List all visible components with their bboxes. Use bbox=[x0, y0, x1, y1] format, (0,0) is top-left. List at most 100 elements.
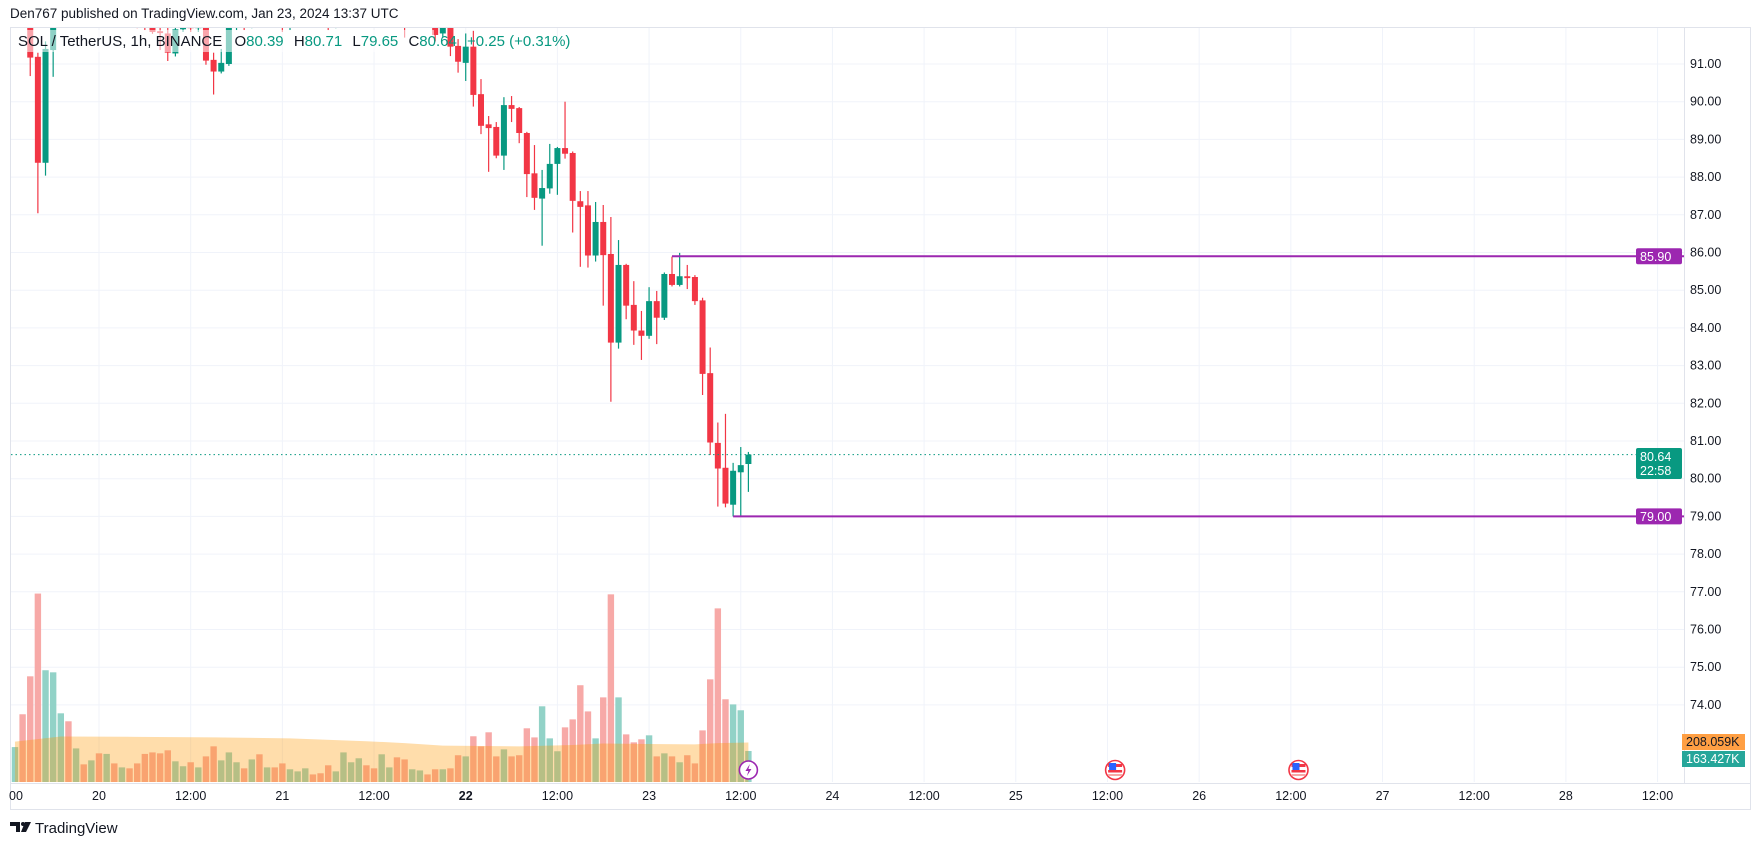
candle-body bbox=[707, 373, 714, 443]
candle bbox=[417, 0, 423, 15]
flag-canton bbox=[1292, 763, 1300, 770]
candle bbox=[516, 106, 523, 144]
time-axis-label: 12:00 bbox=[908, 789, 939, 803]
time-axis-label: 26 bbox=[1192, 789, 1206, 803]
svg-text:79.00: 79.00 bbox=[1640, 510, 1671, 524]
volume-bar bbox=[393, 757, 401, 782]
candle-body bbox=[12, 0, 18, 4]
lightning-icon bbox=[738, 760, 759, 780]
time-axis-label: 20 bbox=[92, 789, 106, 803]
line-low-tag: 79.00 bbox=[1636, 508, 1682, 525]
candlestick-series bbox=[12, 0, 752, 517]
volume-bar bbox=[317, 773, 324, 782]
time-axis-label: 12:00 bbox=[725, 789, 756, 803]
volume-bar bbox=[149, 752, 156, 782]
candle-body bbox=[455, 45, 462, 62]
volume-bar bbox=[218, 760, 225, 782]
horizontal-lines[interactable] bbox=[11, 255, 1684, 518]
candle-body bbox=[646, 301, 653, 336]
candle bbox=[607, 217, 614, 402]
volume-bar bbox=[187, 762, 194, 782]
volume-bar bbox=[431, 769, 439, 782]
price-axis-label: 81.00 bbox=[1690, 434, 1721, 448]
volume-bar bbox=[42, 670, 49, 782]
candle bbox=[500, 97, 507, 170]
volume-bar bbox=[332, 771, 340, 782]
candle bbox=[394, 0, 400, 4]
volume-bar bbox=[309, 774, 317, 782]
last-price-tag: 80.64 22:58 bbox=[1636, 448, 1682, 479]
time-axis-label: 21 bbox=[275, 789, 289, 803]
candle bbox=[562, 101, 569, 159]
candle-body bbox=[508, 105, 515, 109]
candle bbox=[569, 151, 576, 233]
candle-body bbox=[661, 273, 668, 318]
candle-body bbox=[623, 264, 630, 306]
candle bbox=[485, 116, 492, 172]
candle-body bbox=[210, 59, 217, 72]
volume-bar bbox=[600, 697, 607, 782]
candle-body bbox=[722, 467, 729, 504]
candle bbox=[508, 96, 515, 123]
volume-bar bbox=[141, 753, 149, 782]
volume-bar bbox=[508, 756, 515, 782]
volume-bar bbox=[653, 756, 660, 782]
price-axis-label: 76.00 bbox=[1690, 623, 1721, 637]
volume-bar bbox=[179, 766, 187, 782]
volume-bar bbox=[676, 762, 683, 782]
candle bbox=[531, 145, 538, 210]
candle-body bbox=[630, 304, 637, 331]
candle bbox=[96, 0, 102, 4]
candle bbox=[676, 252, 683, 287]
volume-bar bbox=[691, 763, 699, 782]
volume-bar bbox=[454, 755, 462, 782]
candle bbox=[42, 41, 49, 176]
candle bbox=[661, 272, 668, 320]
candle-body bbox=[592, 221, 599, 256]
candle bbox=[478, 79, 484, 135]
candle-body bbox=[523, 132, 530, 175]
candle bbox=[730, 462, 737, 517]
candle-body bbox=[149, 28, 156, 32]
svg-text:163.427K: 163.427K bbox=[1686, 752, 1740, 766]
time-axis[interactable]: 00 20 12:00 21 12:00 22 12:00 23 12:00 24 12:00 25 1… bbox=[9, 789, 1673, 803]
candle bbox=[669, 256, 675, 287]
volume-bar bbox=[424, 774, 431, 782]
candle bbox=[447, 28, 454, 57]
volume-bar bbox=[355, 758, 362, 782]
time-axis-label: 12:00 bbox=[542, 789, 573, 803]
volume-bar bbox=[477, 746, 485, 782]
price-axis-label: 75.00 bbox=[1690, 660, 1721, 674]
flag-stripe bbox=[1108, 774, 1123, 776]
flag-stripe bbox=[1108, 770, 1123, 773]
volume-bar bbox=[447, 768, 454, 782]
candle-body bbox=[439, 28, 446, 34]
candle-body bbox=[638, 330, 645, 336]
candle bbox=[439, 28, 446, 38]
tradingview-logo[interactable]: TradingView bbox=[10, 820, 118, 837]
svg-text:208.059K: 208.059K bbox=[1686, 735, 1740, 749]
candle bbox=[630, 281, 637, 345]
candle-body bbox=[615, 264, 622, 343]
time-axis-label: 12:00 bbox=[175, 789, 206, 803]
price-axis[interactable]: 91.00 90.00 89.00 88.00 87.00 86.00 85.00 84.00… bbox=[1690, 57, 1721, 712]
volume-bar bbox=[668, 756, 676, 782]
candle-body bbox=[417, 4, 423, 8]
volume-bar bbox=[546, 738, 553, 782]
price-axis-label: 88.00 bbox=[1690, 170, 1721, 184]
candle bbox=[73, 0, 79, 4]
candle-body bbox=[691, 277, 698, 302]
legend-high: 80.71 bbox=[305, 33, 343, 50]
volume-bar bbox=[500, 749, 508, 782]
price-axis-label: 89.00 bbox=[1690, 132, 1721, 146]
volume-bar bbox=[729, 704, 737, 782]
candle-body bbox=[653, 301, 660, 318]
volume-bar bbox=[248, 759, 255, 782]
time-axis-label: 27 bbox=[1376, 789, 1390, 803]
countdown: 22:58 bbox=[1640, 464, 1671, 478]
volume-bar bbox=[27, 676, 34, 782]
volume-bar bbox=[554, 751, 561, 782]
volume-bar bbox=[271, 767, 278, 782]
volume-bar bbox=[485, 732, 492, 782]
